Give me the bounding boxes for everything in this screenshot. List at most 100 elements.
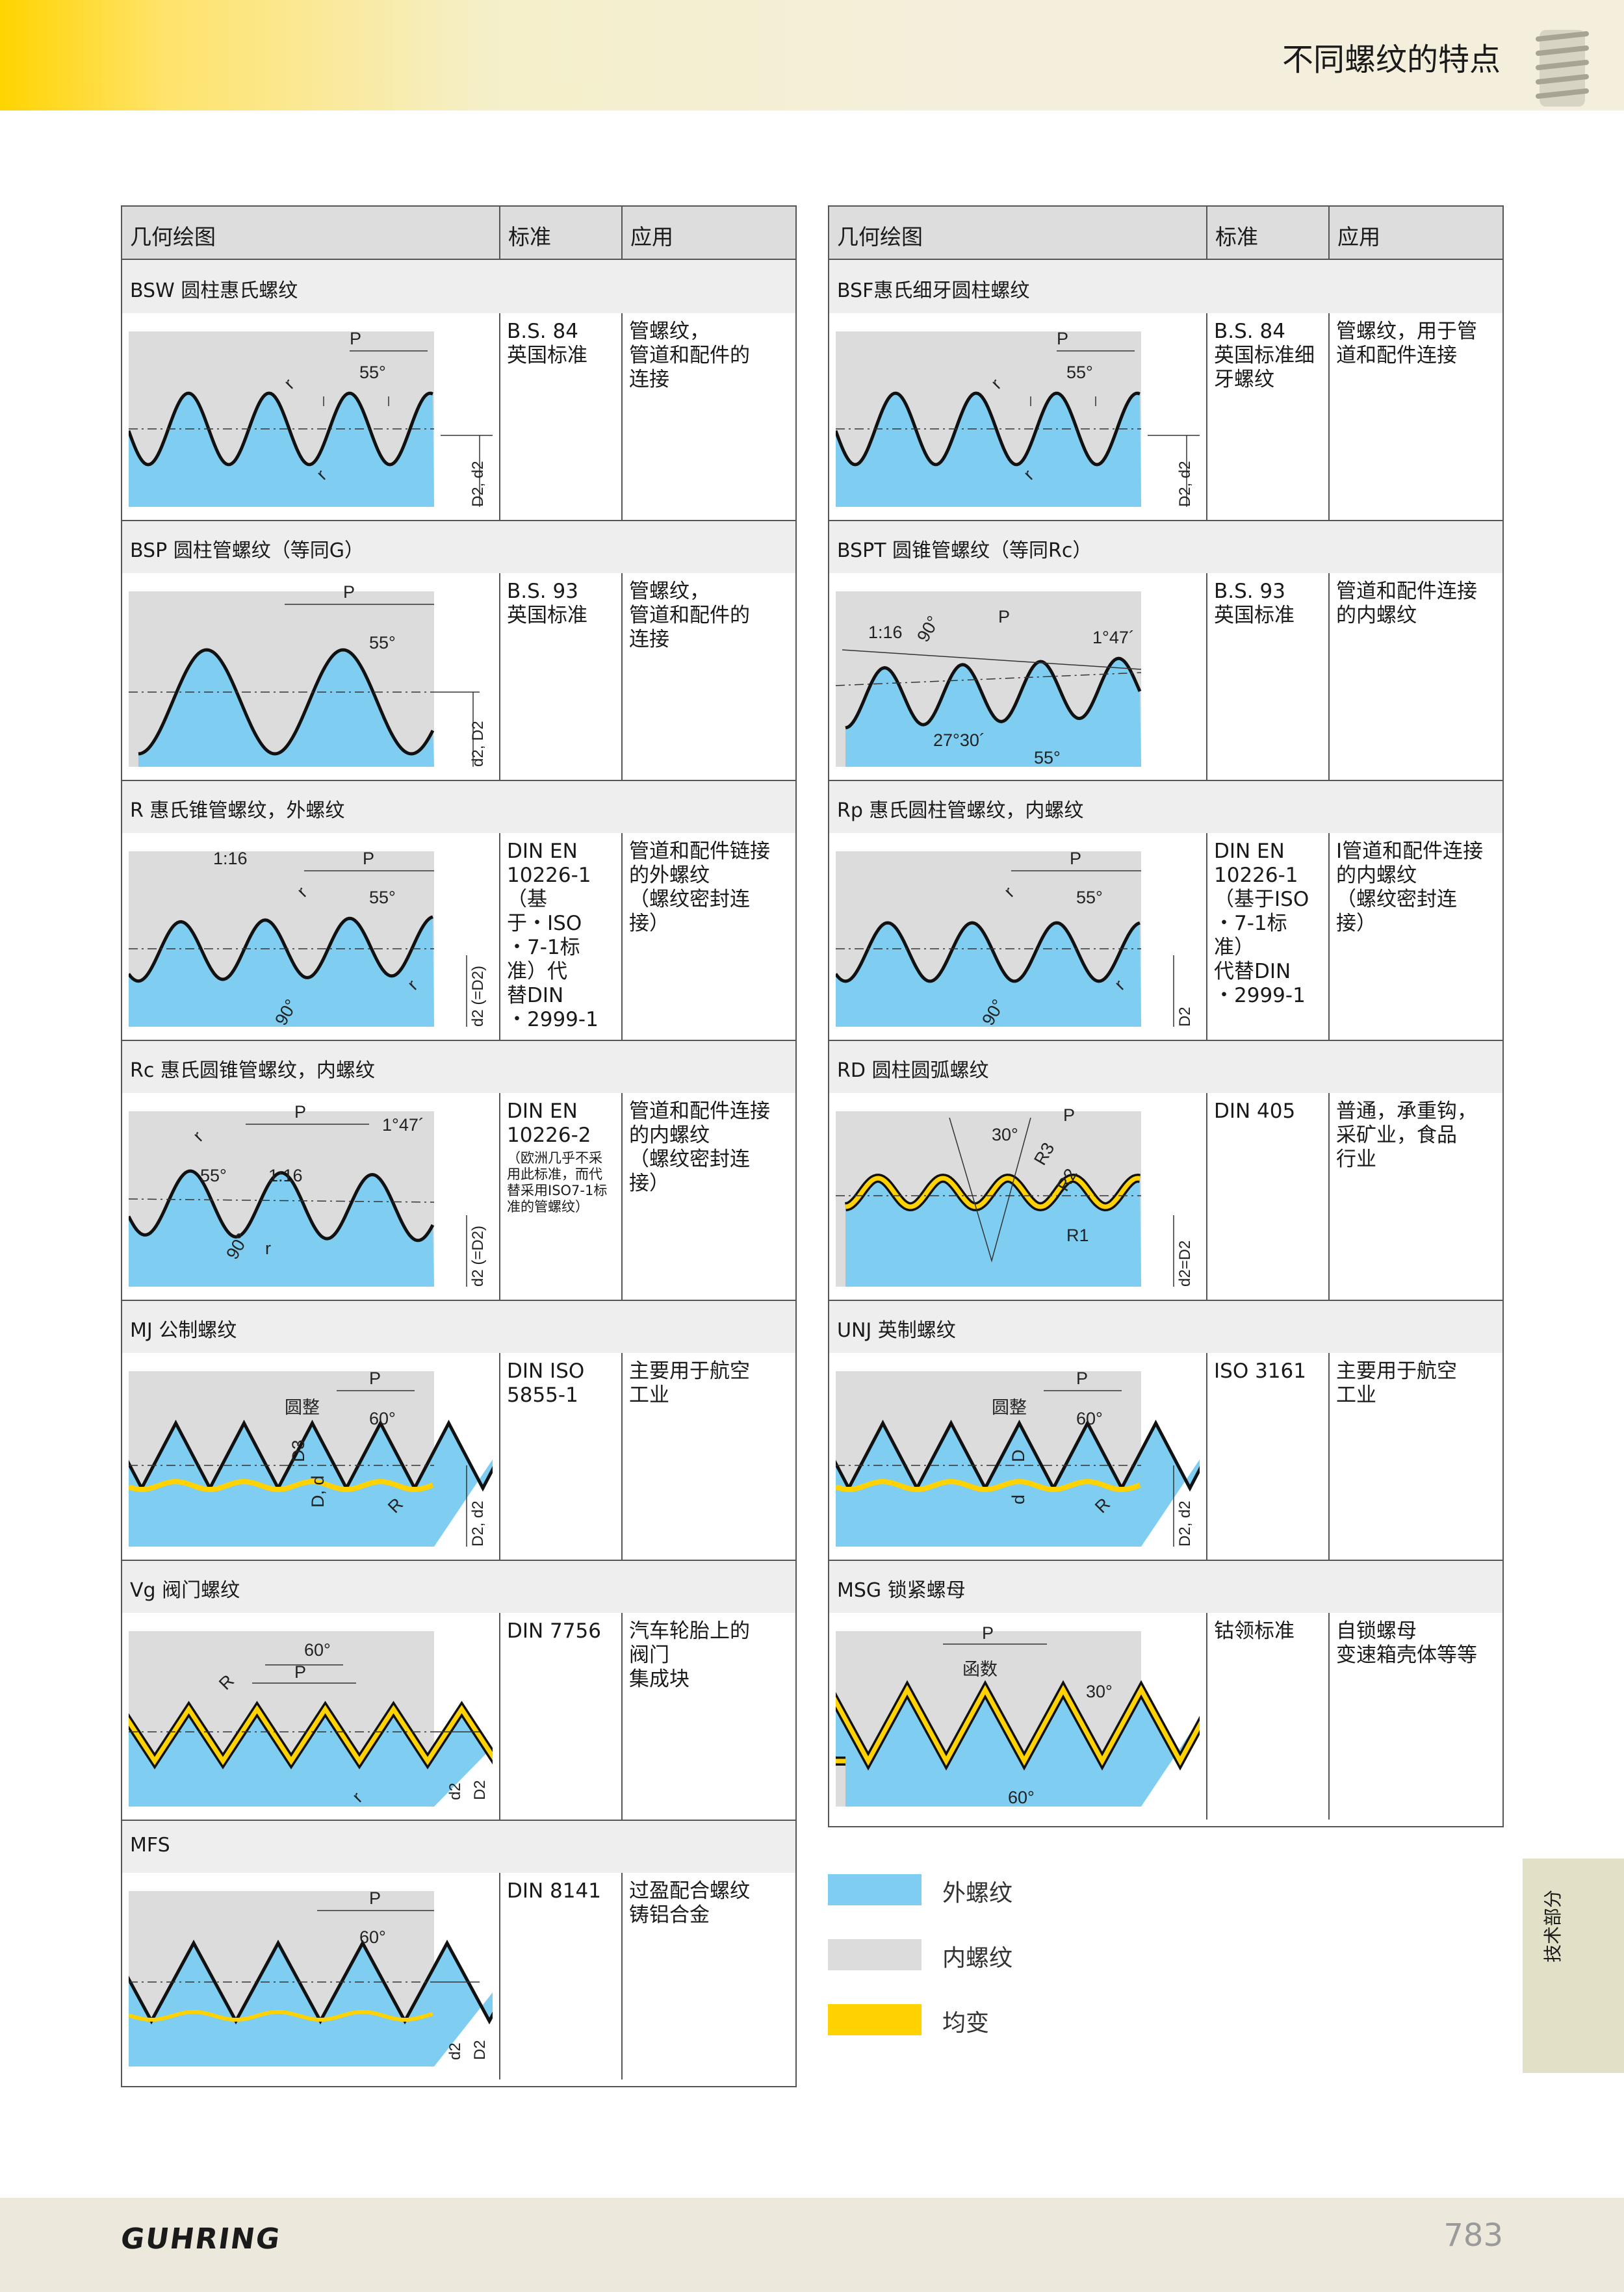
flank-angle-label: 60° (1076, 1409, 1103, 1428)
taper-angle-label: 1°47´ (382, 1115, 424, 1135)
crest-radius-label: r (265, 1239, 271, 1258)
standard-cell: DIN EN 10226-1 （基于ISO ・7-1标 准） 代替DIN ・29… (1214, 840, 1309, 1007)
thread-name: BSPT 圆锥管螺纹（等同Rc） (837, 539, 1092, 562)
row-divider (122, 780, 795, 781)
thread-profile-line (129, 1169, 435, 1243)
thread-row-title: MJ 公制螺纹 (122, 1300, 795, 1353)
thread-name: BSP 圆柱管螺纹（等同G） (130, 539, 364, 562)
standard-cell: DIN ISO 5855-1 (507, 1359, 585, 1407)
column-divider (1206, 1093, 1207, 1300)
thread-row-title: MSG 锁紧螺母 (829, 1560, 1502, 1613)
application-cell: I管道和配件连接 的内螺纹 （螺纹密封连 接） (1336, 840, 1484, 935)
pitch-diameter-label: d2 (446, 2042, 464, 2060)
column-divider (621, 1873, 623, 2080)
thread-name: BSF惠氏细牙圆柱螺纹 (837, 279, 1030, 302)
brand-logo: GUHRING (118, 2222, 283, 2256)
center-line (129, 1198, 435, 1203)
thread-row-title: MFS (122, 1820, 795, 1873)
thread-name: BSW 圆柱惠氏螺纹 (130, 279, 298, 302)
legend-label-external: 外螺纹 (942, 1880, 1013, 1907)
thread-name: RD 圆柱圆弧螺纹 (837, 1059, 989, 1082)
page-title: 不同螺纹的特点 (1282, 42, 1501, 78)
page-header (0, 0, 1624, 110)
legend-swatch-external (828, 1874, 922, 1905)
application-cell: 自锁螺母 变速箱壳体等等 (1336, 1619, 1477, 1667)
pitch-label: P (1076, 1369, 1088, 1388)
thread-profile-line (836, 921, 1141, 983)
thread-name: R 惠氏锥管螺纹，外螺纹 (130, 799, 345, 822)
thread-row-title: R 惠氏锥管螺纹，外螺纹 (122, 780, 795, 833)
taper-label: 1:16 (868, 623, 903, 642)
row-divider (122, 1300, 795, 1301)
thread-profile-line (138, 648, 435, 756)
standard-cell: DIN 405 (1214, 1100, 1296, 1123)
standard-note: （欧洲几乎不采 用此标准，而代 替采用ISO7-1标 准的管螺纹） (507, 1150, 608, 1215)
thread-row-title: BSW 圆柱惠氏螺纹 (122, 260, 795, 313)
col-geometry: 几何绘图 (130, 224, 216, 250)
minor-diameter-label: D3 (289, 1439, 308, 1462)
pitch-label: P (369, 1369, 381, 1388)
column-divider (621, 313, 623, 520)
major-diameter-label: D, d (308, 1475, 328, 1508)
external-thread-area (129, 916, 434, 1027)
left-thread-table: 几何绘图 标准 应用 BSW 圆柱惠氏螺纹 B.S. 84 英国标准 管螺纹， 管道… (121, 205, 797, 2087)
pitch-label: P (982, 1623, 994, 1643)
pitch-label: P (294, 1102, 306, 1122)
thread-profile-diagram: P 60° d2 D2 (129, 1888, 493, 2067)
standard-cell: DIN 8141 (507, 1879, 601, 1903)
pitch-diameter-label: D2 (471, 2040, 489, 2060)
standard-cell: B.S. 93 英国标准 (1214, 580, 1295, 627)
pitch-diameter-label: d2 (446, 1783, 464, 1800)
thread-profile-line (129, 915, 433, 983)
flank-angle-label: 55° (369, 888, 396, 907)
standard-cell: DIN EN 10226-1 （基 于・ISO ・7-1标 准）代 替DIN ・… (507, 840, 599, 1031)
column-divider (621, 1093, 623, 1300)
legend-swatch-internal (828, 1939, 922, 1970)
application-cell: 主要用于航空 工业 (629, 1359, 750, 1407)
major-diameter-label: D (1009, 1450, 1028, 1463)
col-standard: 标准 (508, 224, 551, 250)
column-divider (1206, 833, 1207, 1040)
column-divider (1328, 1093, 1330, 1300)
standard-cell: 钴领标准 (1214, 1619, 1295, 1643)
flank-angle-label: 60° (304, 1640, 331, 1660)
column-divider (1206, 313, 1207, 520)
row-divider (122, 520, 795, 521)
thread-row-title: Rc 惠氏圆锥管螺纹，内螺纹 (122, 1040, 795, 1093)
thread-profile-diagram: P55°rr D2, d2 (129, 329, 493, 507)
transition-zone (129, 1478, 434, 1492)
pitch-label: P (350, 329, 361, 348)
external-thread-area (129, 1709, 493, 1807)
minor-diameter-label: d (1009, 1495, 1028, 1504)
pitch-label: P (1063, 1105, 1075, 1125)
legend-swatch-transition (828, 2004, 922, 2035)
column-divider (1206, 1613, 1207, 1820)
section-side-tab[interactable] (1523, 1859, 1624, 2073)
pitch-diameter-label: D2, d2 (1176, 1500, 1194, 1547)
external-thread-area (836, 1423, 1200, 1547)
thread-name: MSG 锁紧螺母 (837, 1579, 966, 1602)
column-divider (499, 313, 500, 520)
flank-angle-label: 55° (1034, 748, 1061, 767)
thread-profile-line (836, 391, 1141, 467)
flank-angle-label: 55° (200, 1166, 227, 1185)
application-cell: 管螺纹， 管道和配件的 连接 (629, 580, 750, 651)
column-divider (621, 207, 623, 260)
external-thread-area (129, 1423, 493, 1547)
application-cell: 普通，承重钩， 采矿业，食品 行业 (1336, 1100, 1477, 1171)
taper-label: 1:16 (268, 1166, 303, 1185)
thread-row-title: BSP 圆柱管螺纹（等同G） (122, 520, 795, 573)
thread-profile-diagram: 60°PRr d2 D2 (129, 1631, 493, 1807)
application-cell: 管道和配件连接 的内螺纹 （螺纹密封连 接） (629, 1100, 770, 1195)
thread-row-title: Rp 惠氏圆柱管螺纹，内螺纹 (829, 780, 1502, 833)
thread-profile-line (129, 1705, 493, 1766)
col-application: 应用 (1337, 224, 1380, 250)
row-divider (829, 1560, 1502, 1561)
pitch-diameter-label: d2 (=D2) (469, 966, 487, 1027)
pitch-diameter-label: D2 (471, 1780, 489, 1800)
thread-profile-line (845, 656, 1142, 730)
flank-angle-label: 60° (359, 1927, 386, 1947)
